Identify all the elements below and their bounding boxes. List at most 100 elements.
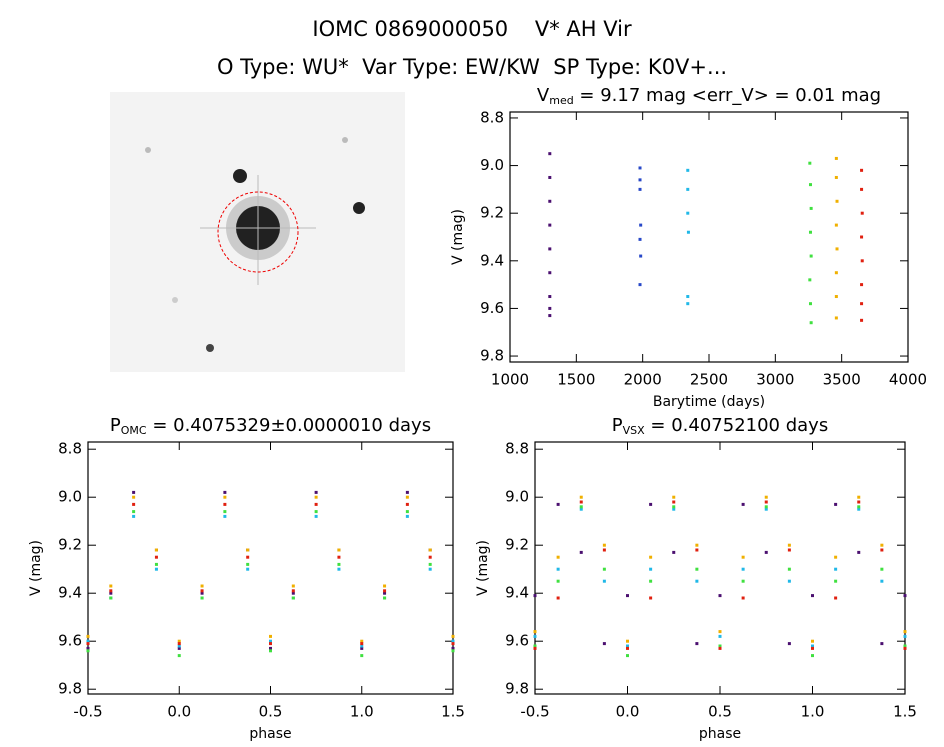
title-part: OMC <box>121 424 147 437</box>
data-point <box>200 596 204 600</box>
title-part: VSX <box>623 424 646 437</box>
data-point <box>109 584 113 588</box>
data-point <box>314 495 318 499</box>
data-point <box>903 646 907 650</box>
data-point <box>533 594 537 598</box>
y-tick-label: 9.8 <box>58 680 82 698</box>
y-tick-label: 9.2 <box>58 536 82 554</box>
data-point <box>269 649 272 653</box>
data-point <box>177 642 181 646</box>
x-tick-label: 1.5 <box>441 703 465 721</box>
data-point <box>764 507 768 511</box>
x-tick-label: -0.5 <box>520 703 549 721</box>
title-part: = 9.17 mag <err_V> = 0.01 mag <box>574 85 881 106</box>
data-point <box>428 562 432 566</box>
data-point <box>787 579 791 583</box>
data-point <box>686 168 690 172</box>
data-point <box>626 644 629 648</box>
data-point <box>718 644 722 648</box>
data-point <box>154 562 158 566</box>
data-point <box>809 254 813 258</box>
data-point <box>602 642 606 646</box>
data-point <box>246 567 250 571</box>
data-point <box>686 302 690 306</box>
data-point <box>638 237 642 241</box>
data-point <box>649 579 653 583</box>
sky-image <box>110 92 405 372</box>
x-tick-label: 2000 <box>624 371 662 389</box>
data-point <box>291 589 295 593</box>
data-point <box>626 594 629 598</box>
data-point <box>672 505 676 509</box>
data-point <box>269 634 272 638</box>
data-point <box>857 550 861 554</box>
data-point <box>857 505 861 509</box>
data-point <box>533 644 537 648</box>
data-point <box>405 490 409 494</box>
x-tick-label: 0.0 <box>616 703 640 721</box>
title-part: med <box>549 94 573 107</box>
page-title: IOMC 0869000050 V* AH Vir <box>312 17 632 41</box>
y-tick-label: 9.6 <box>480 299 504 317</box>
x-tick-label: 1000 <box>491 371 529 389</box>
data-point <box>337 548 341 552</box>
y-tick-label: 8.8 <box>480 108 504 126</box>
data-point <box>880 567 884 571</box>
data-point <box>811 594 814 598</box>
y-tick-label: 9.2 <box>505 536 529 554</box>
data-point <box>556 579 560 583</box>
data-point <box>269 642 272 646</box>
data-point <box>314 514 318 518</box>
title-part: V <box>537 85 550 106</box>
data-point <box>809 206 813 210</box>
data-point <box>428 567 432 571</box>
data-point <box>626 646 629 650</box>
data-point <box>360 646 364 650</box>
data-point <box>383 584 387 588</box>
data-point <box>360 642 364 646</box>
data-point <box>686 230 690 234</box>
data-point <box>811 646 814 650</box>
data-point <box>834 316 838 320</box>
title-part: P <box>612 415 623 436</box>
data-point <box>686 295 690 299</box>
data-point <box>291 591 295 595</box>
x-tick-label: 1500 <box>557 371 595 389</box>
data-point <box>177 646 181 650</box>
data-point <box>602 543 606 547</box>
data-point <box>579 550 583 554</box>
data-point <box>808 161 812 165</box>
data-point <box>269 639 272 643</box>
y-axis-label: V (mag) <box>475 540 491 596</box>
data-point <box>556 567 560 571</box>
data-point <box>834 271 838 275</box>
data-point <box>548 314 552 318</box>
data-point <box>880 548 884 552</box>
data-point <box>834 223 838 227</box>
data-point <box>860 235 864 239</box>
data-point <box>638 166 642 170</box>
data-point <box>548 175 552 179</box>
data-point <box>857 495 861 499</box>
data-point <box>695 642 699 646</box>
data-point <box>649 502 653 506</box>
x-tick-label: 3000 <box>756 371 794 389</box>
data-point <box>548 199 552 203</box>
data-point <box>223 490 227 494</box>
data-point <box>177 639 181 643</box>
y-tick-label: 9.4 <box>480 251 504 269</box>
data-point <box>383 591 387 595</box>
page-subtitle: O Type: WU* Var Type: EW/KW SP Type: K0V… <box>217 55 727 79</box>
data-point <box>638 178 642 182</box>
data-point <box>695 567 699 571</box>
y-axis-label: V (mag) <box>28 540 44 596</box>
data-point <box>405 495 409 499</box>
data-point <box>903 634 907 638</box>
data-point <box>451 642 455 646</box>
data-point <box>809 321 813 325</box>
data-point <box>741 502 745 506</box>
data-point <box>86 646 90 650</box>
data-point <box>639 254 643 258</box>
y-tick-label: 9.6 <box>58 632 82 650</box>
